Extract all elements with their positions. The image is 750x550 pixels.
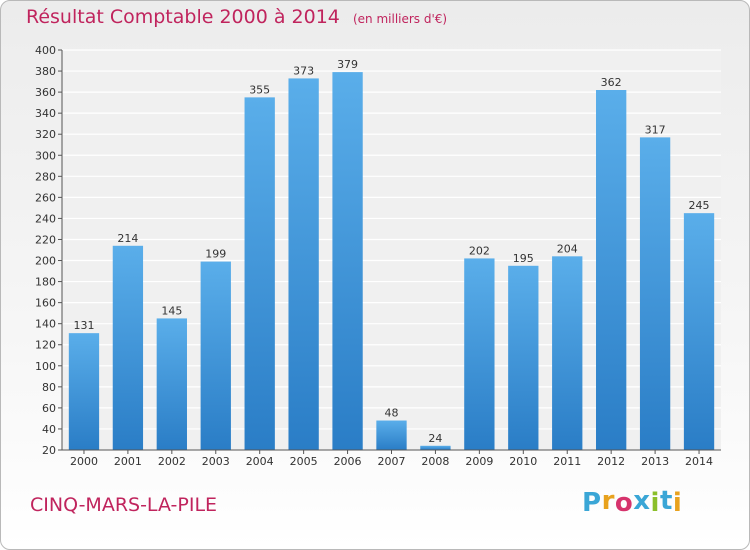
x-tick-label: 2010 — [509, 455, 537, 468]
logo-letter: i — [650, 488, 660, 518]
chart-subtitle: (en milliers d'€) — [352, 12, 448, 26]
value-label: 195 — [513, 252, 534, 265]
y-tick-label: 340 — [35, 107, 56, 120]
x-tick-label: 2013 — [641, 455, 669, 468]
value-label: 24 — [428, 432, 442, 445]
bar-2007 — [376, 420, 407, 450]
logo-letter: o — [614, 488, 634, 518]
y-tick-label: 100 — [35, 360, 56, 373]
y-tick-label: 120 — [35, 339, 56, 352]
y-tick-label: 160 — [35, 297, 56, 310]
y-tick-label: 280 — [35, 170, 56, 183]
logo-letter: i — [672, 488, 683, 518]
bar-2011 — [552, 256, 583, 450]
bar-2012 — [596, 90, 627, 450]
value-label: 373 — [293, 64, 314, 77]
x-tick-label: 2001 — [114, 455, 142, 468]
chart-title: Résultat Comptable 2000 à 2014 — [26, 6, 340, 28]
x-tick-label: 2002 — [158, 455, 186, 468]
y-tick-label: 60 — [42, 402, 56, 415]
x-tick-label: 2014 — [685, 455, 713, 468]
x-tick-label: 2000 — [70, 455, 98, 468]
logo-letter: r — [601, 486, 615, 516]
x-tick-label: 2003 — [202, 455, 230, 468]
value-label: 145 — [161, 304, 182, 317]
y-tick-label: 180 — [35, 276, 56, 289]
logo-letter: x — [633, 486, 651, 516]
chart-header: Résultat Comptable 2000 à 2014 (en milli… — [26, 6, 447, 28]
y-tick-label: 220 — [35, 233, 56, 246]
value-label: 48 — [385, 407, 399, 420]
y-tick-label: 80 — [42, 381, 56, 394]
value-label: 379 — [337, 58, 358, 71]
x-tick-label: 2008 — [421, 455, 449, 468]
x-tick-label: 2006 — [334, 455, 362, 468]
bar-2010 — [508, 265, 539, 450]
value-label: 204 — [557, 242, 578, 255]
bar-2006 — [332, 72, 363, 451]
y-tick-label: 320 — [35, 128, 56, 141]
value-label: 362 — [601, 76, 622, 89]
value-label: 202 — [469, 244, 490, 257]
logo-letter: P — [582, 488, 602, 518]
logo-letter: t — [659, 486, 673, 516]
bar-2002 — [156, 318, 187, 450]
value-label: 317 — [645, 123, 666, 136]
x-tick-label: 2011 — [553, 455, 581, 468]
y-tick-label: 300 — [35, 149, 56, 162]
y-tick-label: 240 — [35, 212, 56, 225]
y-tick-label: 140 — [35, 318, 56, 331]
value-label: 214 — [117, 232, 138, 245]
y-tick-label: 360 — [35, 86, 56, 99]
bar-2009 — [464, 258, 495, 450]
bar-2004 — [244, 97, 275, 451]
x-tick-label: 2004 — [246, 455, 274, 468]
commune-name: CINQ-MARS-LA-PILE — [30, 494, 218, 516]
x-tick-label: 2009 — [465, 455, 493, 468]
value-label: 355 — [249, 83, 270, 96]
x-tick-label: 2007 — [378, 455, 406, 468]
bar-2000 — [68, 333, 100, 450]
proxiti-logo: Proxiti — [582, 486, 683, 518]
y-tick-label: 20 — [42, 444, 56, 457]
bar-2013 — [639, 137, 671, 451]
bar-2014 — [683, 213, 715, 450]
value-label: 245 — [689, 199, 710, 212]
y-tick-label: 380 — [35, 65, 56, 78]
y-tick-label: 400 — [35, 44, 56, 57]
bar-2001 — [112, 245, 144, 450]
y-tick-label: 200 — [35, 255, 56, 268]
bar-2003 — [200, 261, 231, 450]
value-label: 199 — [205, 248, 226, 261]
y-tick-label: 260 — [35, 191, 56, 204]
x-tick-label: 2012 — [597, 455, 625, 468]
y-tick-label: 40 — [42, 423, 56, 436]
value-label: 131 — [73, 319, 94, 332]
x-tick-label: 2005 — [290, 455, 318, 468]
bar-2008 — [420, 445, 451, 450]
bar-2005 — [288, 78, 319, 450]
